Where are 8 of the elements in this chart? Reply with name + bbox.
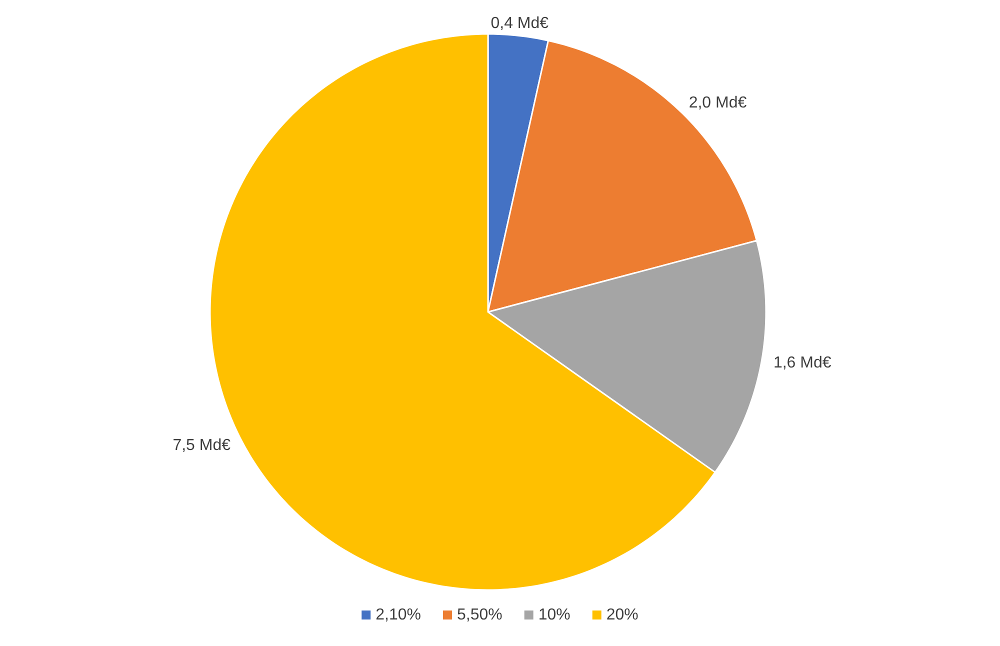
data-label: 1,6 Md€ [773, 354, 832, 372]
data-label: 2,0 Md€ [688, 94, 747, 112]
legend-label: 20% [606, 606, 638, 624]
legend-label: 10% [538, 606, 570, 624]
data-label: 7,5 Md€ [172, 436, 231, 454]
legend-label: 2,10% [376, 606, 421, 624]
legend-label: 5,50% [456, 606, 502, 624]
data-label: 0,4 Md€ [490, 15, 549, 32]
